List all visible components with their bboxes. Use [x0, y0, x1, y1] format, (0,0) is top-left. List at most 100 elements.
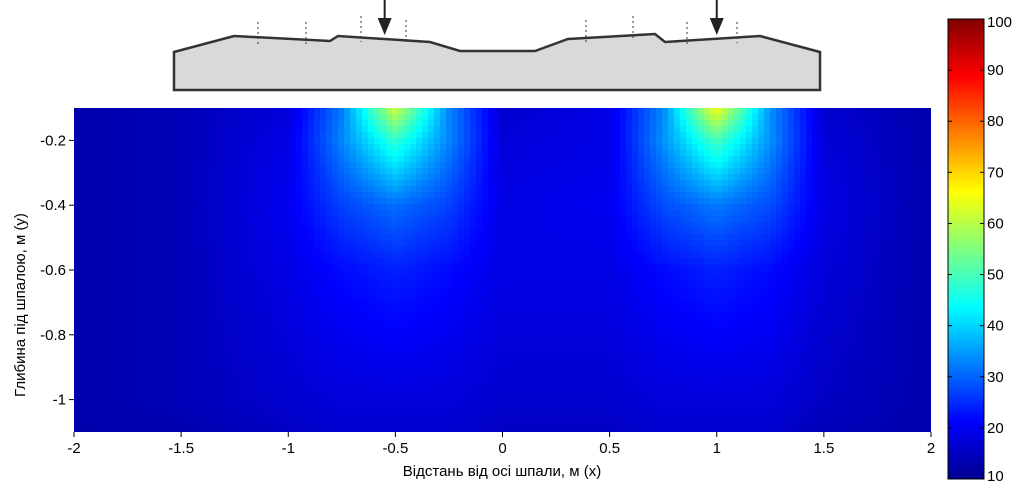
heatmap-cell: [674, 132, 681, 139]
heatmap-cell: [902, 300, 909, 307]
heatmap-cell: [440, 288, 447, 295]
heatmap-cell: [350, 126, 357, 133]
heatmap-cell: [440, 258, 447, 265]
heatmap-cell: [752, 246, 759, 253]
heatmap-cell: [548, 174, 555, 181]
heatmap-cell: [842, 252, 849, 259]
heatmap-cell: [836, 114, 843, 121]
heatmap-cell: [110, 192, 117, 199]
heatmap-cell: [176, 276, 183, 283]
heatmap-cell: [392, 144, 399, 151]
heatmap-cell: [266, 156, 273, 163]
heatmap-cell: [500, 150, 507, 157]
heatmap-cell: [314, 138, 321, 145]
heatmap-cell: [512, 258, 519, 265]
heatmap-cell: [248, 162, 255, 169]
heatmap-cell: [746, 258, 753, 265]
heatmap-cell: [746, 264, 753, 271]
heatmap-cell: [320, 312, 327, 319]
heatmap-cell: [770, 246, 777, 253]
heatmap-cell: [632, 252, 639, 259]
heatmap-cell: [92, 240, 99, 247]
heatmap-cell: [146, 276, 153, 283]
heatmap-cell: [452, 138, 459, 145]
heatmap-cell: [830, 204, 837, 211]
heatmap-cell: [926, 276, 931, 283]
heatmap-cell: [770, 180, 777, 187]
heatmap-cell: [146, 156, 153, 163]
heatmap-cell: [602, 294, 609, 301]
heatmap-cell: [656, 276, 663, 283]
heatmap-cell: [362, 162, 369, 169]
heatmap-cell: [812, 126, 819, 133]
heatmap-cell: [740, 240, 747, 247]
heatmap-cell: [884, 288, 891, 295]
heatmap-cell: [608, 204, 615, 211]
heatmap-cell: [818, 132, 825, 139]
heatmap-cell: [704, 114, 711, 121]
heatmap-cell: [746, 174, 753, 181]
heatmap-cell: [626, 234, 633, 241]
heatmap-cell: [152, 150, 159, 157]
heatmap-cell: [554, 120, 561, 127]
heatmap-cell: [428, 108, 435, 115]
heatmap-cell: [416, 264, 423, 271]
heatmap-cell: [776, 288, 783, 295]
heatmap-cell: [134, 120, 141, 127]
heatmap-cell: [386, 108, 393, 115]
heatmap-cell: [644, 270, 651, 277]
heatmap-cell: [560, 288, 567, 295]
heatmap-cell: [452, 186, 459, 193]
heatmap-cell: [398, 288, 405, 295]
heatmap-cell: [578, 126, 585, 133]
heatmap-cell: [86, 210, 93, 217]
heatmap-cell: [842, 186, 849, 193]
heatmap-cell: [458, 168, 465, 175]
heatmap-cell: [476, 246, 483, 253]
heatmap-cell: [284, 216, 291, 223]
heatmap-cell: [842, 162, 849, 169]
heatmap-cell: [566, 186, 573, 193]
heatmap-cell: [470, 240, 477, 247]
heatmap-cell: [614, 204, 621, 211]
heatmap-cell: [122, 210, 129, 217]
heatmap-cell: [164, 228, 171, 235]
heatmap-cell: [374, 162, 381, 169]
heatmap-cell: [230, 258, 237, 265]
heatmap-cell: [152, 204, 159, 211]
heatmap-cell: [206, 288, 213, 295]
heatmap-cell: [230, 240, 237, 247]
heatmap-cell: [608, 234, 615, 241]
heatmap-cell: [218, 306, 225, 313]
heatmap-cell: [476, 108, 483, 115]
heatmap-cell: [314, 216, 321, 223]
heatmap-cell: [782, 168, 789, 175]
heatmap-cell: [260, 108, 267, 115]
heatmap-cell: [656, 126, 663, 133]
heatmap-cell: [116, 222, 123, 229]
heatmap-cell: [812, 270, 819, 277]
heatmap-cell: [344, 288, 351, 295]
heatmap-cell: [302, 312, 309, 319]
heatmap-cell: [818, 180, 825, 187]
heatmap-cell: [770, 174, 777, 181]
heatmap-cell: [428, 306, 435, 313]
heatmap-cell: [482, 234, 489, 241]
heatmap-cell: [260, 258, 267, 265]
heatmap-cell: [344, 198, 351, 205]
heatmap-cell: [398, 108, 405, 115]
heatmap-cell: [572, 258, 579, 265]
heatmap-cell: [902, 210, 909, 217]
heatmap-cell: [74, 180, 81, 187]
heatmap-cell: [746, 228, 753, 235]
heatmap-cell: [308, 246, 315, 253]
heatmap-cell: [854, 156, 861, 163]
heatmap-cell: [470, 132, 477, 139]
heatmap-cell: [236, 162, 243, 169]
heatmap-cell: [254, 126, 261, 133]
heatmap-cell: [386, 306, 393, 313]
heatmap-cell: [842, 216, 849, 223]
heatmap-cell: [896, 204, 903, 211]
heatmap-cell: [860, 240, 867, 247]
heatmap-cell: [608, 174, 615, 181]
